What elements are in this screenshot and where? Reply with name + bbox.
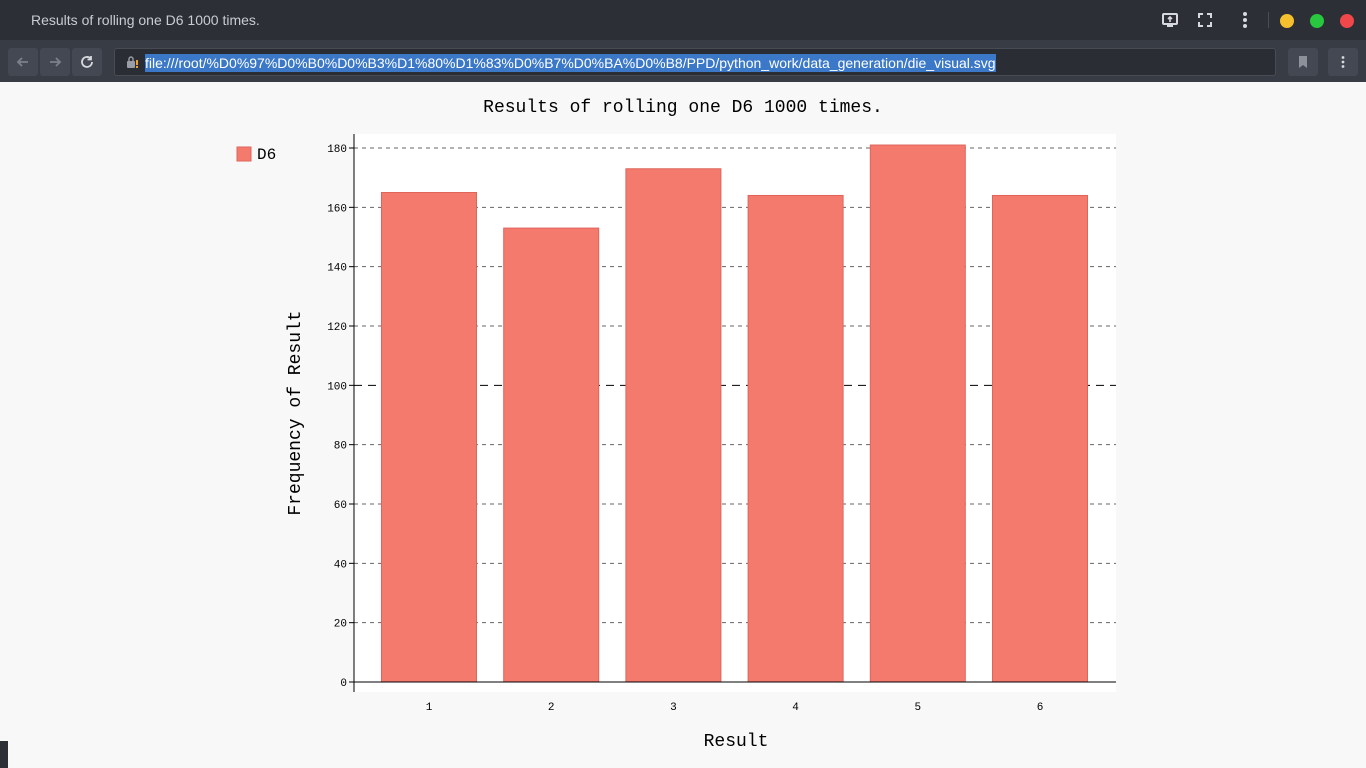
y-tick-label: 160 (327, 203, 347, 215)
more-vertical-icon[interactable] (1235, 10, 1255, 30)
forward-button[interactable] (40, 48, 70, 76)
minimize-button[interactable] (1280, 14, 1294, 28)
close-button[interactable] (1340, 14, 1354, 28)
y-tick-label: 180 (327, 144, 347, 156)
window-titlebar: Results of rolling one D6 1000 times. (0, 0, 1366, 40)
arrow-right-icon (47, 54, 63, 70)
arrow-left-icon (15, 54, 31, 70)
x-tick-label: 5 (914, 702, 921, 714)
back-button[interactable] (8, 48, 38, 76)
y-tick-label: 60 (334, 500, 347, 512)
bar-4[interactable] (747, 194, 844, 683)
browser-menu-button[interactable] (1328, 48, 1358, 76)
y-tick-label: 120 (327, 322, 347, 334)
x-tick-label: 3 (670, 702, 677, 714)
bar-5[interactable] (869, 144, 966, 683)
y-tick-label: 140 (327, 263, 347, 275)
page-content: Results of rolling one D6 1000 times. 0 2… (0, 82, 1366, 768)
bar-3[interactable] (625, 168, 722, 683)
x-axis-label: Result (704, 732, 769, 752)
plot-area (354, 134, 1116, 692)
insecure-lock-icon (125, 55, 139, 69)
chart-title: Results of rolling one D6 1000 times. (483, 98, 883, 118)
maximize-button[interactable] (1310, 14, 1324, 28)
bar-6[interactable] (992, 194, 1088, 683)
bars (381, 144, 1088, 683)
y-tick-label: 40 (334, 559, 347, 571)
y-axis-ticks: 0 20 40 60 80 100 120 140 160 180 (327, 144, 354, 690)
bookmark-icon (1295, 54, 1311, 70)
address-bar[interactable]: file:///root/%D0%97%D0%B0%D0%B3%D1%80%D1… (114, 48, 1276, 76)
gridlines (354, 147, 1116, 624)
titlebar-divider (1268, 12, 1269, 28)
x-tick-label: 4 (792, 702, 799, 714)
y-axis-label: Frequency of Result (286, 310, 306, 515)
url-text[interactable]: file:///root/%D0%97%D0%B0%D0%B3%D1%80%D1… (145, 54, 996, 72)
x-tick-label: 6 (1037, 702, 1044, 714)
cast-icon[interactable] (1160, 10, 1180, 30)
reload-button[interactable] (72, 48, 102, 76)
x-axis-ticks: 1 2 3 4 5 6 (426, 702, 1044, 714)
y-tick-label: 20 (334, 619, 347, 631)
reload-icon (79, 54, 95, 70)
y-tick-label: 80 (334, 441, 347, 453)
browser-toolbar: file:///root/%D0%97%D0%B0%D0%B3%D1%80%D1… (0, 40, 1366, 82)
legend: D6 (236, 146, 276, 164)
bar-2[interactable] (503, 227, 600, 683)
x-tick-label: 1 (426, 702, 433, 714)
window-title: Results of rolling one D6 1000 times. (31, 12, 260, 28)
x-tick-label: 2 (548, 702, 555, 714)
bookmark-button[interactable] (1288, 48, 1318, 76)
legend-swatch (236, 146, 252, 162)
legend-label: D6 (257, 146, 276, 164)
y-tick-label: 0 (340, 678, 347, 690)
y-tick-label: 100 (327, 381, 347, 393)
bar-1[interactable] (381, 192, 477, 683)
corner-tab (0, 741, 8, 768)
bar-chart: Results of rolling one D6 1000 times. 0 2… (236, 98, 1116, 752)
more-vertical-icon (1335, 54, 1351, 70)
fullscreen-icon[interactable] (1195, 10, 1215, 30)
